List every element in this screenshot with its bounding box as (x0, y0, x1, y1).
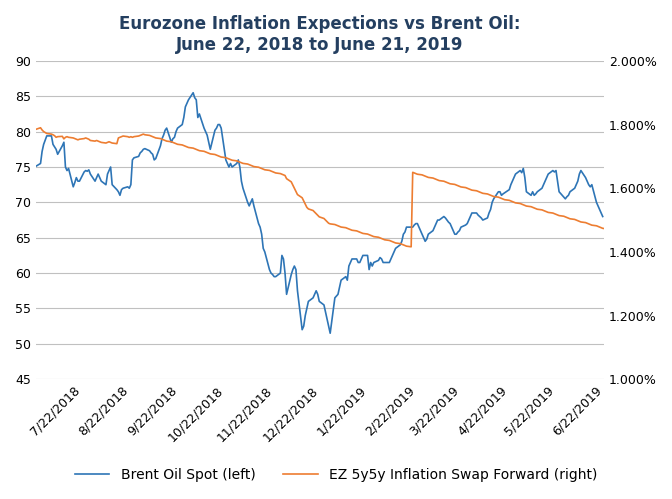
Line: Brent Oil Spot (left): Brent Oil Spot (left) (36, 93, 603, 333)
Title: Eurozone Inflation Expections vs Brent Oil:
June 22, 2018 to June 21, 2019: Eurozone Inflation Expections vs Brent O… (120, 15, 521, 54)
Line: EZ 5y5y Inflation Swap Forward (right): EZ 5y5y Inflation Swap Forward (right) (36, 128, 654, 328)
Legend: Brent Oil Spot (left), EZ 5y5y Inflation Swap Forward (right): Brent Oil Spot (left), EZ 5y5y Inflation… (69, 462, 603, 487)
